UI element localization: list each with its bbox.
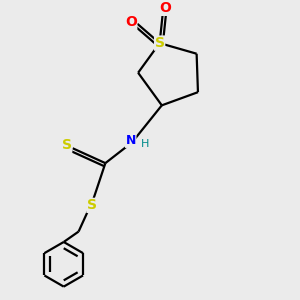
Text: S: S [154,36,165,50]
Text: O: O [159,1,171,15]
Text: S: S [87,198,97,212]
Text: H: H [141,139,150,149]
Text: O: O [125,15,137,29]
Text: S: S [62,138,72,152]
Text: N: N [125,134,136,147]
